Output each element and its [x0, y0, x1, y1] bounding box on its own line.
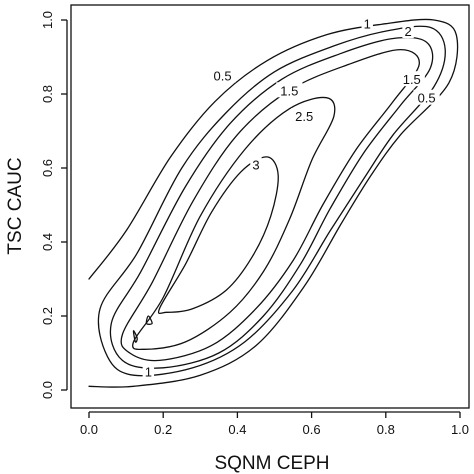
contour-label-bg — [398, 71, 425, 87]
contour-label: 2 — [404, 24, 411, 39]
y-tick-label: 0.0 — [40, 381, 55, 399]
x-tick-label: 0.2 — [154, 422, 172, 437]
contour-line-2-5 — [132, 96, 336, 351]
contour-line-0-5 — [88, 18, 459, 388]
y-tick-label: 0.2 — [40, 307, 55, 325]
y-axis: 0.0 0.2 0.4 0.6 0.8 1.0 — [40, 11, 68, 399]
contour-label: 0.5 — [418, 91, 436, 106]
y-tick-label: 0.6 — [40, 159, 55, 177]
contour-label-bg — [361, 15, 373, 31]
x-axis-label: SQNM CEPH — [214, 453, 329, 474]
y-axis-label: TSC CAUC — [5, 157, 26, 254]
contour-label-bg — [413, 89, 440, 105]
contour-line-1-5 — [109, 36, 434, 369]
contour-label: 1.5 — [403, 72, 421, 87]
contour-label-bg — [276, 82, 303, 98]
contour-label: 0.5 — [214, 69, 232, 84]
contour-label: 3 — [252, 157, 259, 172]
x-tick-label: 0.8 — [377, 422, 395, 437]
contour-label-bg — [142, 363, 155, 379]
y-tick-label: 1.0 — [40, 11, 55, 29]
x-tick-label: 0.6 — [303, 422, 321, 437]
contour-label-bg — [250, 156, 262, 172]
contour-label-bg — [291, 108, 318, 124]
plot-frame — [70, 4, 470, 409]
contour-line-extra-6 — [132, 330, 138, 343]
contour-label-bg — [209, 67, 236, 83]
contour-label: 1.5 — [280, 83, 298, 98]
contour-line-2 — [120, 48, 420, 362]
contour-label: 1 — [145, 365, 152, 380]
contour-label-bg — [402, 23, 414, 39]
x-tick-label: 0.4 — [228, 422, 246, 437]
contour-line-1 — [97, 25, 446, 377]
contour-labels: 0.5 1.5 2.5 3 1 2 1.5 0.5 1 — [142, 15, 440, 380]
y-tick-label: 0.8 — [40, 85, 55, 103]
x-tick-label: 1.0 — [451, 422, 469, 437]
contour-line-extra-7 — [145, 315, 153, 325]
y-tick-label: 0.4 — [40, 233, 55, 251]
x-axis: 0.0 0.2 0.4 0.6 0.8 1.0 — [80, 411, 469, 437]
x-tick-label: 0.0 — [80, 422, 98, 437]
contour-line-3 — [157, 156, 279, 315]
contour-label: 1 — [364, 17, 371, 32]
contour-label: 2.5 — [295, 109, 313, 124]
contour-lines — [88, 18, 459, 388]
